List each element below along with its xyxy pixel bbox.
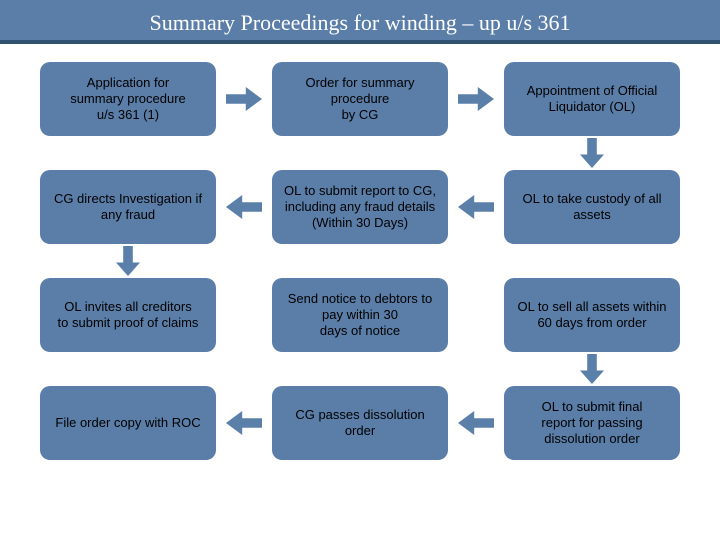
flow-node-text: OL to submit report to CG, including any… xyxy=(280,183,440,232)
flow-arrow-down xyxy=(580,354,604,384)
flow-node-text: Appointment of Official Liquidator (OL) xyxy=(512,83,672,116)
title-bar: Summary Proceedings for winding – up u/s… xyxy=(0,0,720,43)
page-title: Summary Proceedings for winding – up u/s… xyxy=(149,10,570,35)
flow-node-n3: Appointment of Official Liquidator (OL) xyxy=(504,62,680,136)
flow-node-text: Application for xyxy=(87,75,169,91)
flow-node-text: File order copy with ROC xyxy=(55,415,200,431)
flow-node-n5: OL to submit report to CG, including any… xyxy=(272,170,448,244)
flow-node-text: u/s 361 (1) xyxy=(97,107,159,123)
flow-node-text: by CG xyxy=(342,107,379,123)
flow-node-text: OL invites all creditors xyxy=(64,299,191,315)
flow-node-text: OL to submit final xyxy=(542,399,643,415)
flow-node-text: to submit proof of claims xyxy=(58,315,199,331)
flow-node-n8: Send notice to debtors to pay within 30d… xyxy=(272,278,448,352)
flow-node-text: Order for summary procedure xyxy=(280,75,440,108)
flow-arrow-left xyxy=(226,411,262,435)
flow-node-text: CG directs Investigation if any fraud xyxy=(48,191,208,224)
flow-node-text: report for passing xyxy=(541,415,642,431)
flow-node-text: summary procedure xyxy=(70,91,186,107)
flow-node-n2: Order for summary procedureby CG xyxy=(272,62,448,136)
flow-node-n1: Application forsummary procedureu/s 361 … xyxy=(40,62,216,136)
flow-arrow-down xyxy=(580,138,604,168)
flow-arrow-left xyxy=(226,195,262,219)
flow-node-n4: OL to take custody of all assets xyxy=(504,170,680,244)
flow-node-n9: OL to sell all assets within60 days from… xyxy=(504,278,680,352)
flow-node-text: CG passes dissolution order xyxy=(280,407,440,440)
flow-node-n11: CG passes dissolution order xyxy=(272,386,448,460)
flow-arrow-left xyxy=(458,411,494,435)
flow-node-text: dissolution order xyxy=(544,431,639,447)
flow-node-n6: CG directs Investigation if any fraud xyxy=(40,170,216,244)
flow-node-text: Send notice to debtors to pay within 30 xyxy=(280,291,440,324)
flow-node-n10: OL to submit finalreport for passingdiss… xyxy=(504,386,680,460)
flow-arrow-right xyxy=(226,87,262,111)
flow-node-text: OL to sell all assets within xyxy=(517,299,666,315)
flow-node-text: 60 days from order xyxy=(537,315,646,331)
title-underline xyxy=(0,43,720,44)
flow-arrow-right xyxy=(458,87,494,111)
flow-node-n7: OL invites all creditorsto submit proof … xyxy=(40,278,216,352)
flow-node-n12: File order copy with ROC xyxy=(40,386,216,460)
flow-node-text: days of notice xyxy=(320,323,400,339)
flow-arrow-left xyxy=(458,195,494,219)
flowchart-stage: Application forsummary procedureu/s 361 … xyxy=(0,46,720,526)
flow-node-text: OL to take custody of all assets xyxy=(512,191,672,224)
flow-arrow-down xyxy=(116,246,140,276)
